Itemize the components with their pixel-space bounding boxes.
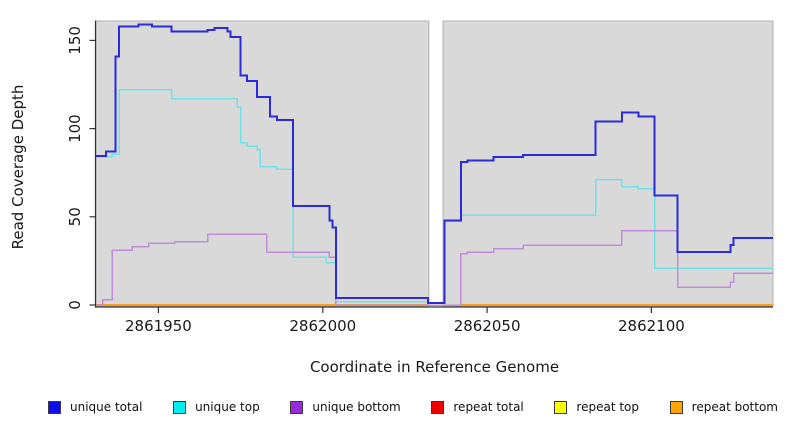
legend-label: unique total bbox=[70, 400, 143, 414]
series-unique-total-line bbox=[96, 23, 773, 305]
legend-swatch-repeat-total-icon bbox=[431, 400, 445, 414]
legend-label: unique bottom bbox=[312, 400, 401, 414]
plot-panel bbox=[95, 20, 430, 307]
legend: unique total unique top unique bottom re… bbox=[0, 396, 792, 418]
legend-item-repeat-bottom: repeat bottom bbox=[669, 400, 778, 414]
x-tick-label: 2862100 bbox=[618, 317, 685, 335]
y-tick-label: 150 bbox=[66, 26, 84, 55]
legend-item-repeat-total: repeat total bbox=[431, 400, 524, 414]
legend-item-unique-total: unique total bbox=[48, 400, 142, 414]
x-tick-label: 2861950 bbox=[125, 317, 192, 335]
legend-item-unique-top: unique top bbox=[173, 400, 260, 414]
legend-item-unique-bottom: unique bottom bbox=[290, 400, 401, 414]
legend-label: unique top bbox=[195, 400, 260, 414]
y-tick-label: 100 bbox=[66, 114, 84, 143]
plot-panel bbox=[442, 20, 774, 307]
x-tick-label: 2862000 bbox=[289, 317, 356, 335]
y-tick-label: 50 bbox=[66, 207, 84, 226]
legend-label: repeat top bbox=[576, 400, 640, 414]
legend-swatch-unique-total-icon bbox=[48, 400, 61, 414]
legend-swatch-unique-bottom-icon bbox=[290, 400, 304, 414]
x-tick-label: 2862050 bbox=[454, 317, 521, 335]
y-axis-title: Read Coverage Depth bbox=[9, 84, 27, 250]
legend-item-repeat-top: repeat top bbox=[554, 400, 639, 414]
series-unique-top-line bbox=[96, 89, 428, 303]
legend-swatch-repeat-top-icon bbox=[554, 400, 568, 414]
y-tick-label: 0 bbox=[66, 300, 84, 310]
legend-label: repeat bottom bbox=[691, 400, 778, 414]
legend-label: repeat total bbox=[453, 400, 524, 414]
legend-swatch-unique-top-icon bbox=[173, 400, 187, 414]
x-axis-title: Coordinate in Reference Genome bbox=[309, 358, 560, 376]
legend-swatch-repeat-bottom-icon bbox=[669, 400, 683, 414]
